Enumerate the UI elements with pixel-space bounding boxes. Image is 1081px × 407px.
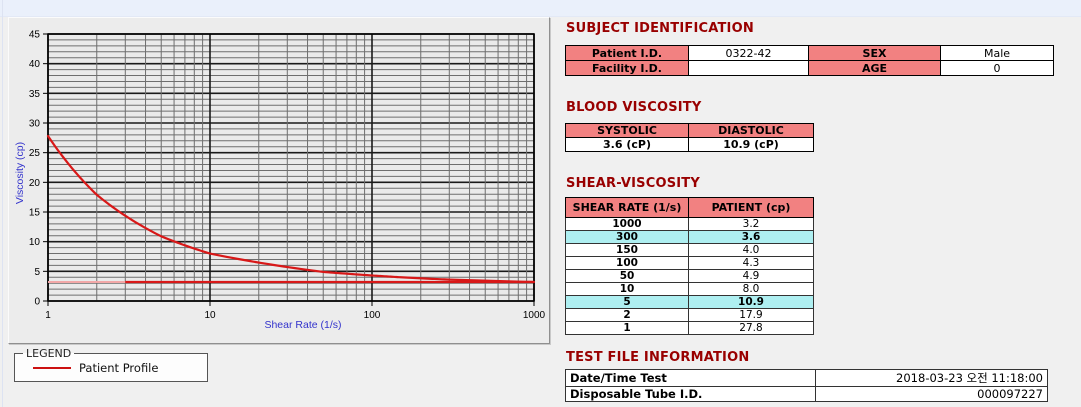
grid-lines	[47, 33, 535, 302]
patient-viscosity-cell: 4.9	[688, 269, 814, 283]
blood-viscosity-title: BLOOD VISCOSITY	[566, 100, 702, 115]
svg-text:100: 100	[364, 310, 381, 321]
legend-title: LEGEND	[26, 347, 72, 360]
shear-viscosity-row: 1000 3.2	[565, 217, 814, 231]
disposable-tube-id-value: 000097227	[815, 386, 1048, 402]
shear-rate-cell: 1000	[565, 217, 689, 231]
shear-viscosity-row: 10 8.0	[565, 282, 814, 296]
shear-viscosity-row: 1 27.8	[565, 321, 814, 335]
patient-profile-line-swatch	[33, 367, 71, 369]
facility-id-value	[688, 60, 809, 76]
viscosity-chart-panel: 0 5 10 15 20 25 30 35 40 45 1 10 100 1000 Shear Rate (…	[8, 17, 550, 344]
table-header-row: SHEAR RATE (1/s) PATIENT (cp)	[565, 197, 814, 218]
shear-viscosity-row: 150 4.0	[565, 243, 814, 257]
svg-text:30: 30	[29, 119, 41, 130]
patient-viscosity-cell: 8.0	[688, 282, 814, 296]
svg-text:0: 0	[34, 297, 40, 308]
patient-viscosity-cell: 10.9	[688, 295, 814, 309]
svg-text:10: 10	[29, 237, 41, 248]
shear-viscosity-row: 2 17.9	[565, 308, 814, 322]
table-row: Facility I.D. AGE 0	[565, 60, 1054, 76]
svg-text:25: 25	[29, 148, 41, 159]
patient-id-value: 0322-42	[688, 45, 809, 61]
systolic-value: 3.6 (cP)	[565, 137, 689, 152]
svg-text:35: 35	[29, 89, 41, 100]
subject-identification-table: Patient I.D. 0322-42 SEX Male Facility I…	[565, 45, 1054, 76]
window-left-edge	[2, 0, 3, 407]
legend-entry-patient-profile: Patient Profile	[33, 361, 207, 375]
facility-id-label: Facility I.D.	[565, 60, 689, 76]
age-value: 0	[940, 60, 1054, 76]
table-row: Date/Time Test 2018-03-23 오전 11:18:00	[565, 369, 1048, 387]
patient-viscosity-cell: 4.0	[688, 243, 814, 257]
svg-text:20: 20	[29, 178, 41, 189]
test-file-information-table: Date/Time Test 2018-03-23 오전 11:18:00 Di…	[565, 369, 1048, 402]
shear-rate-cell: 300	[565, 230, 689, 244]
y-axis-ticks: 0 5 10 15 20 25 30 35 40 45	[29, 30, 48, 308]
window-top-strip	[0, 0, 1081, 17]
y-axis-label: Viscosity (cp)	[14, 142, 26, 204]
patient-profile-curve	[46, 134, 536, 284]
table-row: 3.6 (cP) 10.9 (cP)	[565, 137, 814, 152]
patient-viscosity-cell: 3.2	[688, 217, 814, 231]
table-row: SYSTOLIC DIASTOLIC	[565, 123, 814, 138]
blood-viscosity-table: SYSTOLIC DIASTOLIC 3.6 (cP) 10.9 (cP)	[565, 123, 814, 152]
shear-viscosity-table: SHEAR RATE (1/s) PATIENT (cp) 1000 3.2 300…	[565, 197, 814, 335]
table-row: Disposable Tube I.D. 000097227	[565, 386, 1048, 402]
systolic-header: SYSTOLIC	[565, 123, 689, 138]
date-time-test-value: 2018-03-23 오전 11:18:00	[815, 369, 1048, 387]
patient-id-label: Patient I.D.	[565, 45, 689, 61]
test-file-information-title: TEST FILE INFORMATION	[566, 350, 750, 365]
age-label: AGE	[808, 60, 941, 76]
patient-viscosity-cell: 27.8	[688, 321, 814, 335]
patient-column-header: PATIENT (cp)	[688, 197, 814, 218]
shear-rate-cell: 10	[565, 282, 689, 296]
plot-area	[48, 34, 534, 301]
shear-viscosity-row: 300 3.6	[565, 230, 814, 244]
svg-text:15: 15	[29, 208, 41, 219]
x-axis-ticks: 1 10 100 1000	[45, 301, 546, 321]
table-row: Patient I.D. 0322-42 SEX Male	[565, 45, 1054, 61]
shear-rate-cell: 150	[565, 243, 689, 257]
sex-label: SEX	[808, 45, 941, 61]
chart-legend: LEGEND Patient Profile	[14, 347, 208, 382]
shear-rate-cell: 5	[565, 295, 689, 309]
shear-viscosity-row: 100 4.3	[565, 256, 814, 270]
sex-value: Male	[940, 45, 1054, 61]
disposable-tube-id-label: Disposable Tube I.D.	[565, 386, 816, 402]
diastolic-value: 10.9 (cP)	[688, 137, 814, 152]
x-axis-label: Shear Rate (1/s)	[264, 319, 341, 331]
shear-viscosity-title: SHEAR-VISCOSITY	[566, 176, 700, 191]
shear-viscosity-row: 5 10.9	[565, 295, 814, 309]
shear-rate-column-header: SHEAR RATE (1/s)	[565, 197, 689, 218]
svg-text:40: 40	[29, 59, 41, 70]
svg-text:1: 1	[45, 310, 51, 321]
svg-text:1000: 1000	[523, 310, 546, 321]
shear-rate-cell: 100	[565, 256, 689, 270]
shear-viscosity-chart: 0 5 10 15 20 25 30 35 40 45 1 10 100 1000 Shear Rate (…	[14, 30, 546, 332]
shear-rate-cell: 2	[565, 308, 689, 322]
shear-viscosity-row: 50 4.9	[565, 269, 814, 283]
plot-frame	[47, 33, 535, 302]
patient-viscosity-cell: 4.3	[688, 256, 814, 270]
svg-text:10: 10	[204, 310, 216, 321]
legend-entry-label: Patient Profile	[79, 361, 159, 375]
date-time-test-label: Date/Time Test	[565, 369, 816, 387]
shear-rate-cell: 50	[565, 269, 689, 283]
patient-viscosity-cell: 17.9	[688, 308, 814, 322]
patient-viscosity-cell: 3.6	[688, 230, 814, 244]
diastolic-header: DIASTOLIC	[688, 123, 814, 138]
subject-identification-title: SUBJECT IDENTIFICATION	[566, 21, 754, 36]
shear-rate-cell: 1	[565, 321, 689, 335]
svg-text:5: 5	[34, 267, 40, 278]
svg-text:45: 45	[29, 30, 41, 41]
